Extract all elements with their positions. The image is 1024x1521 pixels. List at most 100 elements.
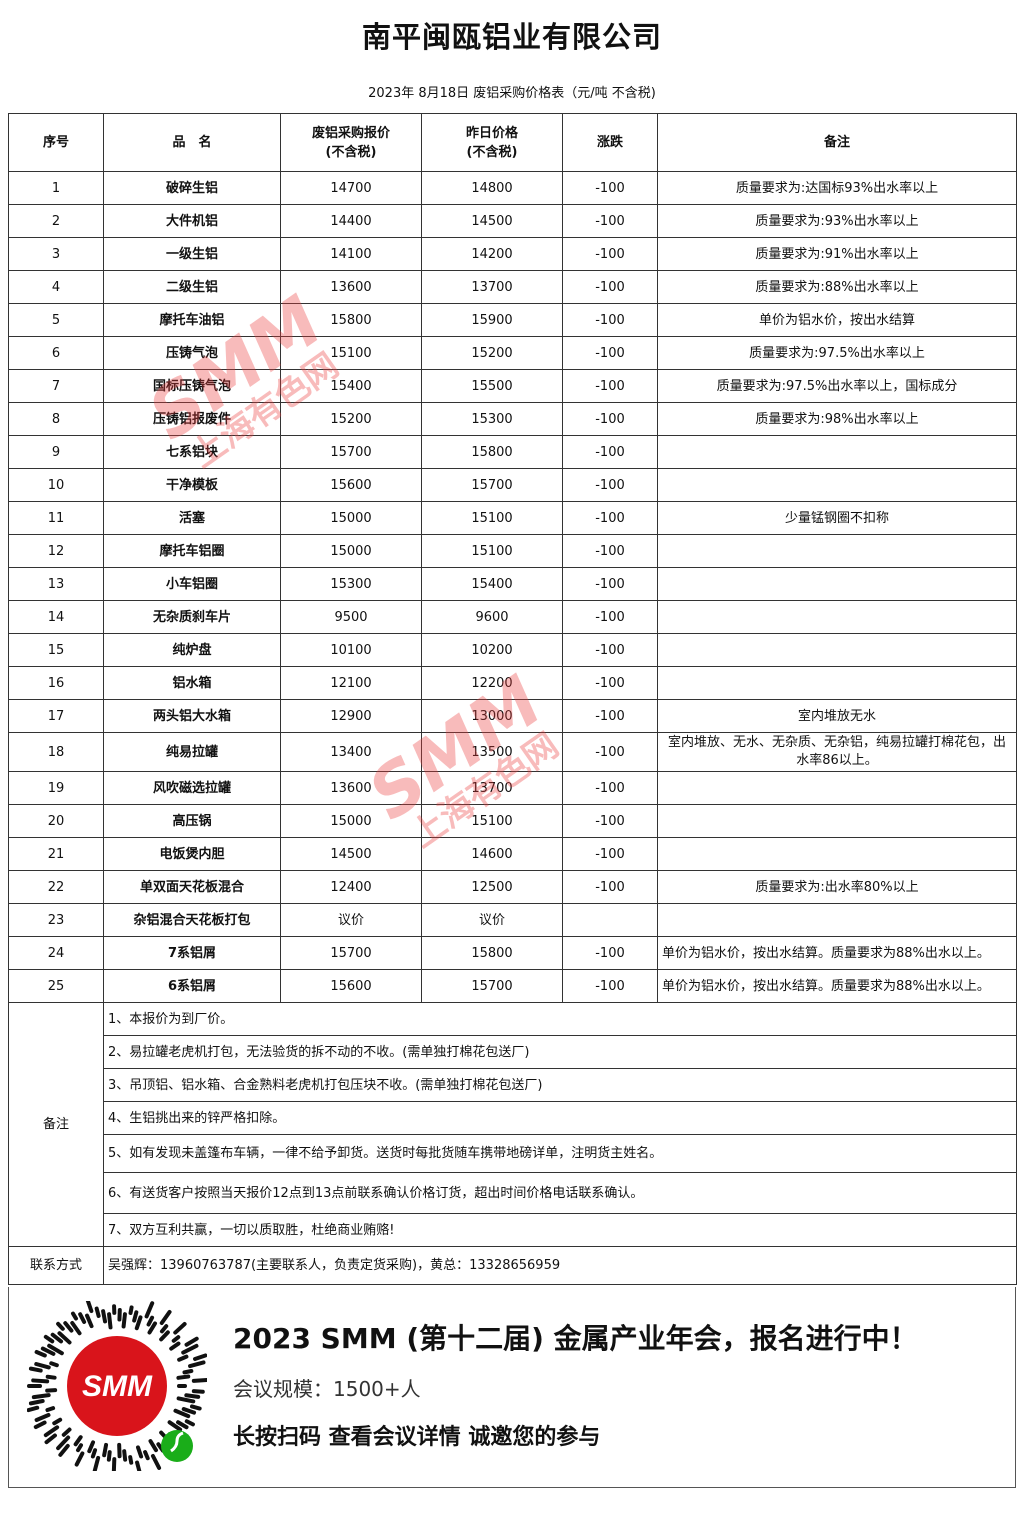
note-row: 3、吊顶铝、铝水箱、合金熟料老虎机打包压块不收。(需单独打棉花包送厂) xyxy=(9,1068,1017,1102)
price-cell: 议价 xyxy=(280,903,422,937)
change-cell: -100 xyxy=(562,336,658,370)
yesterday-price-cell: 14200 xyxy=(421,237,563,271)
remark-cell: 质量要求为:达国标93%出水率以上 xyxy=(657,171,1017,205)
remark-cell: 质量要求为:出水率80%以上 xyxy=(657,870,1017,904)
price-cell: 12900 xyxy=(280,699,422,733)
remark-cell xyxy=(657,804,1017,838)
item-name-cell: 单双面天花板混合 xyxy=(103,870,281,904)
item-name-cell: 小车铝圈 xyxy=(103,567,281,601)
remark-cell xyxy=(657,567,1017,601)
yesterday-price-cell: 12200 xyxy=(421,666,563,700)
note-item: 4、生铝挑出来的锌严格扣除。 xyxy=(103,1101,1017,1135)
contact-value: 吴强辉：13960763787(主要联系人，负责定货采购)，黄总：1332865… xyxy=(103,1246,1017,1285)
remark-cell xyxy=(657,600,1017,634)
remark-cell: 质量要求为:88%出水率以上 xyxy=(657,270,1017,304)
change-cell: -100 xyxy=(562,303,658,337)
table-row: 22 单双面天花板混合 12400 12500 -100 质量要求为:出水率80%以上 xyxy=(8,870,1017,904)
table-row: 24 7系铝屑 15700 15800 -100 单价为铝水价，按出水结算。质量要求为88… xyxy=(8,936,1017,970)
price-cell: 14400 xyxy=(280,204,422,238)
banner-headline: 2023 SMM (第十二届) 金属产业年会，报名进行中！ xyxy=(233,1322,918,1355)
index-cell: 24 xyxy=(8,936,104,970)
col-price: 废铝采购报价 (不含税) xyxy=(280,113,422,172)
item-name-cell: 国标压铸气泡 xyxy=(103,369,281,403)
item-name-cell: 摩托车油铝 xyxy=(103,303,281,337)
table-row: 10 干净模板 15600 15700 -100 xyxy=(8,468,1017,502)
table-header: 序号品 名废铝采购报价 (不含税) 昨日价格 (不含税) 涨跌 备注 xyxy=(8,113,1017,172)
item-name-cell: 两头铝大水箱 xyxy=(103,699,281,733)
index-cell: 12 xyxy=(8,534,104,568)
index-cell: 22 xyxy=(8,870,104,904)
index-cell: 17 xyxy=(8,699,104,733)
yesterday-price-cell: 15100 xyxy=(421,534,563,568)
yesterday-price-cell: 9600 xyxy=(421,600,563,634)
remark-cell: 质量要求为:97.5%出水率以上，国标成分 xyxy=(657,369,1017,403)
remark-cell: 单价为铝水价，按出水结算 xyxy=(657,303,1017,337)
remark-cell xyxy=(657,435,1017,469)
change-cell: -100 xyxy=(562,567,658,601)
qr-code-icon[interactable]: SMM xyxy=(27,1301,207,1471)
yesterday-price-cell: 12500 xyxy=(421,870,563,904)
remark-cell: 室内堆放无水 xyxy=(657,699,1017,733)
col-name: 品 名 xyxy=(103,113,281,172)
table-row: 19 风吹磁选拉罐 13600 13700 -100 xyxy=(8,771,1017,805)
index-cell: 5 xyxy=(8,303,104,337)
price-cell: 12400 xyxy=(280,870,422,904)
item-name-cell: 压铸气泡 xyxy=(103,336,281,370)
remark-cell xyxy=(657,534,1017,568)
note-item: 3、吊顶铝、铝水箱、合金熟料老虎机打包压块不收。(需单独打棉花包送厂) xyxy=(103,1068,1017,1102)
change-cell: -100 xyxy=(562,369,658,403)
yesterday-price-cell: 15200 xyxy=(421,336,563,370)
table-row: 17 两头铝大水箱 12900 13000 -100 室内堆放无水 xyxy=(8,699,1017,733)
item-name-cell: 无杂质刹车片 xyxy=(103,600,281,634)
remark-cell xyxy=(657,837,1017,871)
index-cell: 7 xyxy=(8,369,104,403)
price-cell: 15000 xyxy=(280,804,422,838)
change-cell: -100 xyxy=(562,837,658,871)
item-name-cell: 纯易拉罐 xyxy=(103,732,281,772)
item-name-cell: 7系铝屑 xyxy=(103,936,281,970)
remark-cell xyxy=(657,468,1017,502)
change-cell: -100 xyxy=(562,666,658,700)
remark-cell: 质量要求为:91%出水率以上 xyxy=(657,237,1017,271)
item-name-cell: 风吹磁选拉罐 xyxy=(103,771,281,805)
item-name-cell: 干净模板 xyxy=(103,468,281,502)
note-row: 备注 1、本报价为到厂价。 xyxy=(8,1002,1017,1247)
change-cell: -100 xyxy=(562,969,658,1003)
yesterday-price-cell: 15800 xyxy=(421,936,563,970)
svg-text:SMM: SMM xyxy=(82,1370,153,1403)
col-yesterday: 昨日价格 (不含税) xyxy=(421,113,563,172)
price-cell: 13400 xyxy=(280,732,422,772)
change-cell: -100 xyxy=(562,204,658,238)
index-cell: 23 xyxy=(8,903,104,937)
conference-banner[interactable]: SMM 2023 SMM (第十二届) 金属产业年会，报名进行中！ 会议规模：1… xyxy=(8,1287,1016,1488)
yesterday-price-cell: 15900 xyxy=(421,303,563,337)
table-row: 3 一级生铝 14100 14200 -100 质量要求为:91%出水率以上 xyxy=(8,237,1017,271)
price-cell: 15600 xyxy=(280,468,422,502)
page-title: 南平闽瓯铝业有限公司 xyxy=(361,20,662,54)
price-cell: 15700 xyxy=(280,435,422,469)
yesterday-price-cell: 15700 xyxy=(421,468,563,502)
table-row: 13 小车铝圈 15300 15400 -100 xyxy=(8,567,1017,601)
note-row: 5、如有发现未盖篷布车辆，一律不给予卸货。送货时每批货随车携带地磅详单，注明货主… xyxy=(9,1134,1017,1173)
price-table: 序号品 名废铝采购报价 (不含税) 昨日价格 (不含税) 涨跌 备注 1 破碎生铝 1470… xyxy=(8,113,1017,1285)
yesterday-price-cell: 15800 xyxy=(421,435,563,469)
banner-scale: 会议规模：1500+人 xyxy=(233,1377,421,1401)
item-name-cell: 大件机铝 xyxy=(103,204,281,238)
index-cell: 9 xyxy=(8,435,104,469)
change-cell: -100 xyxy=(562,270,658,304)
remark-cell: 少量锰钢圈不扣称 xyxy=(657,501,1017,535)
index-cell: 14 xyxy=(8,600,104,634)
remark-cell: 质量要求为:93%出水率以上 xyxy=(657,204,1017,238)
change-cell: -100 xyxy=(562,804,658,838)
index-cell: 15 xyxy=(8,633,104,667)
table-row: 9 七系铝块 15700 15800 -100 xyxy=(8,435,1017,469)
change-cell: -100 xyxy=(562,402,658,436)
index-cell: 19 xyxy=(8,771,104,805)
note-item: 5、如有发现未盖篷布车辆，一律不给予卸货。送货时每批货随车携带地磅详单，注明货主… xyxy=(103,1134,1017,1173)
table-row: 15 纯炉盘 10100 10200 -100 xyxy=(8,633,1017,667)
price-cell: 15800 xyxy=(280,303,422,337)
item-name-cell: 电饭煲内胆 xyxy=(103,837,281,871)
yesterday-price-cell: 10200 xyxy=(421,633,563,667)
index-cell: 6 xyxy=(8,336,104,370)
price-cell: 15000 xyxy=(280,501,422,535)
